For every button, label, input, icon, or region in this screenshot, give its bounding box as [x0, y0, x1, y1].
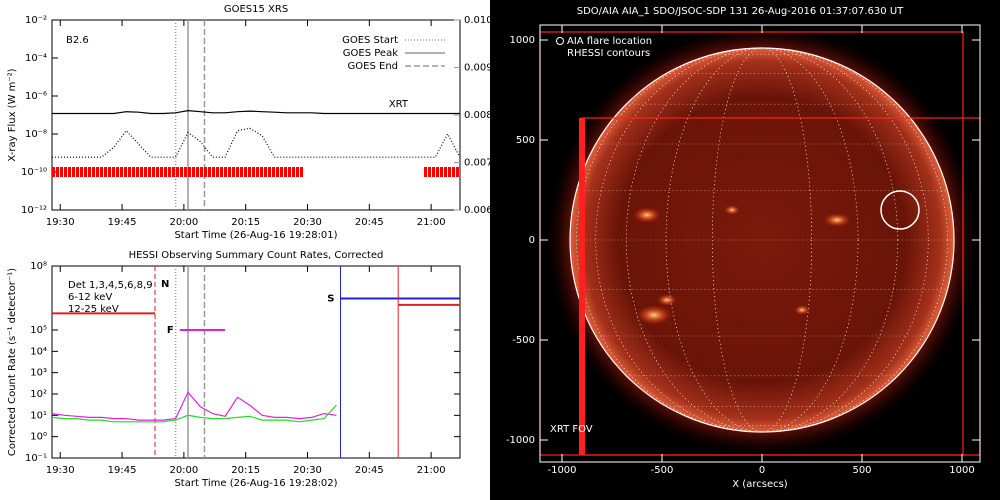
legend-symbol [556, 37, 564, 45]
y-tick-label: 10⁻⁴ [25, 53, 47, 64]
y-tick-label: 10⁻⁸ [25, 129, 47, 140]
y-tick-label: 10¹ [30, 410, 47, 421]
x-tick-label: 1000 [949, 465, 974, 476]
active-region [633, 207, 661, 223]
active-region [636, 305, 672, 325]
y-tick-label: 10⁻¹ [25, 453, 47, 464]
y-tick-label: 10⁻¹² [21, 205, 47, 216]
active-region [657, 294, 677, 306]
fov-label: XRT FOV [550, 424, 593, 435]
x-tick-label: 20:15 [231, 217, 260, 228]
y-tick-label: 10⁻⁶ [25, 91, 47, 102]
y-tick-label: 10³ [30, 368, 47, 379]
flag-label: F [167, 325, 174, 336]
legend-detectors: Det 1,3,4,5,6,8,9 [68, 280, 153, 291]
flag-label: S [327, 293, 334, 304]
x-tick-label: 19:30 [46, 465, 75, 476]
x-tick-label: -1000 [547, 465, 576, 476]
series-line [52, 109, 460, 115]
x-tick-label: -500 [651, 465, 674, 476]
y-tick-label: 10⁻¹⁰ [21, 167, 47, 178]
y-tick-label: -500 [512, 335, 535, 346]
x-tick-label: 19:30 [46, 217, 75, 228]
legend-label: GOES Start [342, 35, 398, 46]
x-tick-label: 20:00 [169, 217, 198, 228]
axes-box [539, 24, 981, 463]
xrt-coverage [422, 167, 460, 177]
hessi-panel: HESSI Observing Summary Count Rates, Cor… [7, 250, 461, 489]
y-axis-label: X-ray Flux (W m⁻²) [7, 68, 18, 161]
xrt-label: XRT [389, 99, 409, 110]
active-region [823, 213, 851, 227]
active-region [724, 205, 740, 215]
chart-title: SDO/AIA AIA_1 SDO/JSOC-SDP 131 26-Aug-20… [577, 6, 904, 17]
axes-box [51, 265, 461, 459]
y2-tick-label: 0.009 [464, 63, 493, 74]
legend-label: GOES Peak [343, 48, 398, 59]
legend-label: 12-25 keV [68, 304, 119, 315]
x-axis-label: Start Time (26-Aug-16 19:28:02) [174, 478, 337, 489]
x-tick-label: 20:30 [293, 217, 322, 228]
legend-label: GOES End [348, 61, 398, 72]
x-tick-label: 20:45 [355, 217, 384, 228]
y-tick-label: 10⁰ [30, 432, 47, 443]
y-tick-label: 0 [529, 235, 535, 246]
limb [569, 47, 955, 433]
flag-label: N [161, 279, 169, 290]
y-axis-label: Corrected Count Rate (s⁻¹ detector⁻¹) [7, 268, 18, 456]
legend-label: 6-12 keV [68, 292, 112, 303]
series-line [51, 404, 337, 423]
y-tick-label: 10² [30, 389, 47, 400]
x-tick-label: 21:00 [417, 465, 446, 476]
y-tick-label: 10⁵ [30, 325, 47, 336]
x-tick-label: 19:45 [108, 217, 137, 228]
y2-tick-label: 0.006 [464, 205, 493, 216]
x-tick-label: 19:45 [108, 465, 137, 476]
x-tick-label: 20:00 [169, 465, 198, 476]
flare-location [880, 190, 920, 230]
x-tick-label: 500 [852, 465, 871, 476]
x-axis-label: Start Time (26-Aug-16 19:28:01) [174, 230, 337, 241]
y-tick-label: 10⁴ [30, 346, 47, 357]
aia-panel: XRT FOV SDO/AIA AIA_1 SDO/JSOC-SDP 131 26… [506, 6, 981, 490]
active-region [794, 305, 810, 315]
series-line [52, 127, 461, 158]
y-tick-label: 10⁻² [25, 15, 47, 26]
y-tick-label: -1000 [506, 435, 535, 446]
y2-axis-label: GOES15 Lyα Flux (W m⁻²) [507, 51, 518, 179]
graticule [625, 47, 899, 433]
goes-panel: GOES15 XRS 19:30 19:45 20:00 20:15 20:30 20:45… [7, 4, 518, 241]
x-tick-label: 21:00 [417, 217, 446, 228]
series-line [51, 391, 337, 421]
x-tick-label: 20:30 [293, 465, 322, 476]
x-axis-label: X (arcsecs) [732, 479, 788, 490]
y-tick-label: 10⁸ [30, 261, 47, 272]
class-label: B2.6 [66, 35, 89, 46]
y-tick-label: 500 [516, 135, 535, 146]
y-tick-label: 1000 [510, 35, 535, 46]
chart-title: HESSI Observing Summary Count Rates, Cor… [129, 250, 384, 261]
xrt-coverage [52, 167, 304, 177]
x-tick-label: 0 [759, 465, 765, 476]
x-tick-label: 20:45 [355, 465, 384, 476]
x-tick-label: 20:15 [231, 465, 260, 476]
y2-tick-label: 0.010 [464, 15, 493, 26]
y2-tick-label: 0.008 [464, 110, 493, 121]
chart-title: GOES15 XRS [224, 4, 288, 15]
y2-tick-label: 0.007 [464, 158, 493, 169]
legend-label: RHESSI contours [567, 48, 650, 59]
legend-label: AIA flare location [567, 36, 652, 47]
